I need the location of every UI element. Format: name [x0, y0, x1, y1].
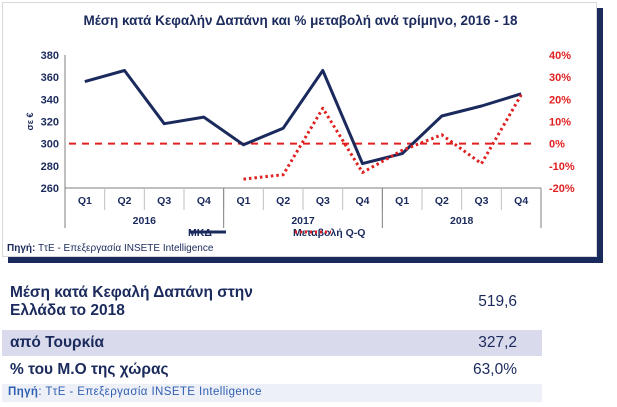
table-source-label: Πηγή — [8, 386, 39, 398]
legend-swatch-qq — [295, 230, 331, 234]
y-tick-label-right: 30% — [549, 72, 571, 84]
table-row: Μέση κατά Κεφαλή Δαπάνη στην Ελλάδα το 2… — [2, 280, 542, 328]
table-row-label: Μέση κατά Κεφαλή Δαπάνη στην Ελλάδα το 2… — [10, 284, 253, 320]
y-tick-label-right: -20% — [549, 183, 575, 195]
x-tick-label: Q1 — [236, 195, 250, 207]
legend-item-mkd: ΜΚΔ — [188, 227, 226, 239]
chart-card: Μέση κατά Κεφαλήν Δαπάνη και % μεταβολή … — [2, 2, 597, 257]
chart-source-text: ΤτΕ - Επεξεργασία INSETE Intelligence — [35, 243, 214, 254]
x-group-label: 2018 — [450, 215, 474, 227]
legend-item-qq: Μεταβολή Q-Q — [293, 227, 365, 239]
table-row: από Τουρκία 327,2 — [2, 330, 542, 356]
table-source-row: Πηγή: ΤτΕ - Επεξεργασία INSETE Intellige… — [2, 384, 542, 402]
table-row-label-line2: Ελλάδα το 2018 — [10, 302, 125, 319]
table-row-label: % του Μ.Ο της χώρας — [10, 361, 169, 378]
series-line-mkd — [84, 69, 522, 166]
table-source: Πηγή: ΤτΕ - Επεξεργασία INSETE Intellige… — [8, 386, 262, 398]
y-tick-label-right: 20% — [549, 94, 571, 106]
y-tick-label-left: 340 — [41, 94, 59, 106]
table-source-text: : ΤτΕ - Επεξεργασία INSETE Intelligence — [38, 386, 262, 398]
x-group-label: 2016 — [133, 215, 157, 227]
x-tick-label: Q4 — [355, 195, 369, 207]
x-tick-label: Q2 — [276, 195, 290, 207]
x-tick-label: Q1 — [395, 195, 409, 207]
x-tick-label: Q2 — [117, 195, 131, 207]
x-tick-label: Q3 — [474, 195, 488, 207]
y-tick-label-left: 320 — [41, 117, 59, 129]
table-row-label: από Τουρκία — [10, 334, 105, 351]
x-tick-label: Q1 — [78, 195, 92, 207]
x-tick-label: Q3 — [157, 195, 171, 207]
legend-label-qq: Μεταβολή Q-Q — [293, 227, 366, 239]
x-tick-label: Q3 — [316, 195, 330, 207]
y-axis-title: σε € — [25, 113, 35, 131]
y-tick-label-left: 380 — [41, 50, 59, 62]
y-tick-label-left: 360 — [41, 72, 59, 84]
y-tick-label-right: 40% — [549, 50, 571, 62]
chart-source-label: Πηγή: — [7, 243, 36, 254]
y-tick-label-right: 10% — [549, 117, 571, 129]
legend-swatch-mkd — [190, 230, 226, 234]
chart-title: Μέση κατά Κεφαλήν Δαπάνη και % μεταβολή … — [83, 13, 518, 28]
x-group-label: 2017 — [291, 215, 315, 227]
y-tick-label-left: 300 — [41, 139, 59, 151]
y-tick-label-left: 280 — [41, 161, 59, 173]
table-row-value: 63,0% — [473, 361, 517, 378]
y-tick-label-left: 260 — [41, 183, 59, 195]
chart-svg: 380 360 340 320 300 280 260 40% 30% 20% 10% 0% -10% -… — [25, 50, 575, 228]
y-tick-label-right: 0% — [549, 139, 565, 151]
x-tick-label: Q2 — [435, 195, 449, 207]
table-row-label-line1: Μέση κατά Κεφαλή Δαπάνη στην — [10, 284, 253, 301]
table-row-value: 327,2 — [478, 334, 517, 351]
series-line-qq — [243, 94, 523, 181]
y-tick-label-right: -10% — [549, 161, 575, 173]
x-tick-label: Q4 — [197, 195, 211, 207]
x-tick-label: Q4 — [514, 195, 528, 207]
table-row: % του Μ.Ο της χώρας 63,0% — [2, 358, 542, 382]
chart-source: Πηγή: ΤτΕ - Επεξεργασία INSETE Intellige… — [7, 243, 213, 254]
table-row-value: 519,6 — [478, 293, 517, 310]
